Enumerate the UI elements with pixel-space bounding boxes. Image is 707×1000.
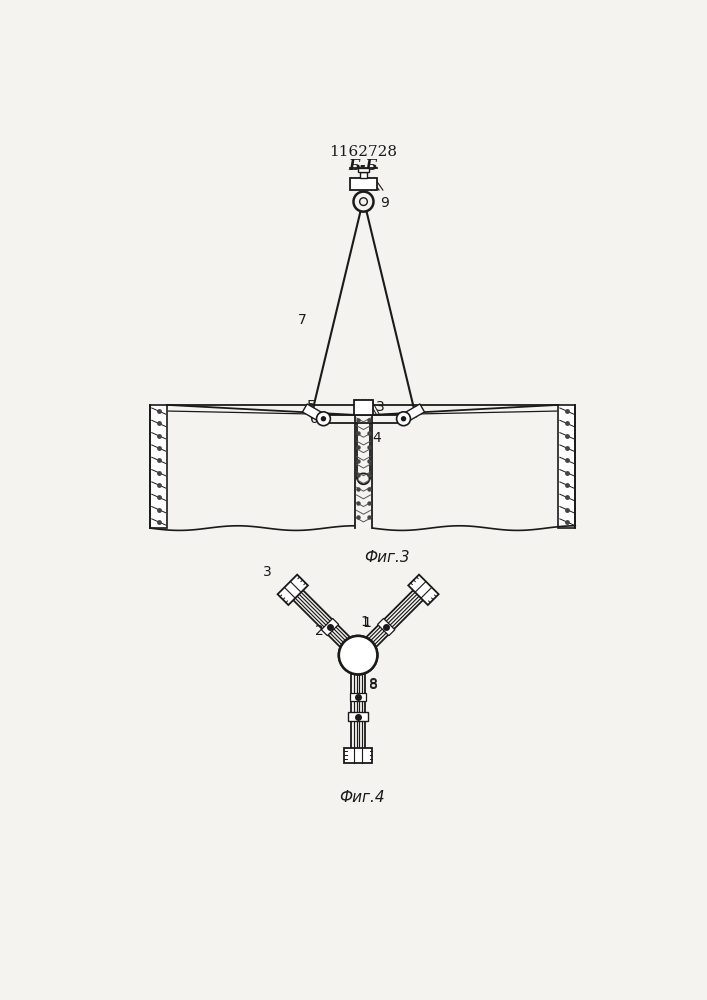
Text: 5: 5 <box>307 399 315 413</box>
Circle shape <box>317 412 330 426</box>
Text: Б-Б: Б-Б <box>349 158 378 172</box>
Polygon shape <box>322 618 339 636</box>
Bar <box>559 405 575 528</box>
Circle shape <box>401 416 407 421</box>
Bar <box>354 400 373 415</box>
Text: 8: 8 <box>369 677 378 691</box>
Bar <box>360 172 368 178</box>
Text: 8: 8 <box>369 678 378 692</box>
Text: 3: 3 <box>263 565 271 579</box>
Circle shape <box>354 192 373 212</box>
Circle shape <box>339 636 378 674</box>
Bar <box>358 168 369 172</box>
Circle shape <box>397 412 411 426</box>
Text: 1162728: 1162728 <box>329 145 397 159</box>
Bar <box>348 712 368 721</box>
Text: 1: 1 <box>361 615 369 629</box>
Circle shape <box>339 636 378 674</box>
Text: Фиг.3: Фиг.3 <box>364 550 409 565</box>
Text: 3: 3 <box>376 400 385 414</box>
Circle shape <box>360 198 368 205</box>
Polygon shape <box>303 404 326 423</box>
Text: 1: 1 <box>362 616 371 630</box>
Polygon shape <box>278 575 308 605</box>
Circle shape <box>321 416 326 421</box>
Text: 7: 7 <box>298 313 306 327</box>
Text: 9: 9 <box>380 196 390 210</box>
Text: 6: 6 <box>310 412 319 426</box>
Polygon shape <box>402 404 424 423</box>
Polygon shape <box>378 618 395 636</box>
Polygon shape <box>408 575 438 605</box>
Polygon shape <box>350 693 366 701</box>
Text: 2: 2 <box>315 624 324 638</box>
Bar <box>350 178 378 190</box>
Text: Фиг.4: Фиг.4 <box>339 790 385 805</box>
Text: 4: 4 <box>373 431 382 445</box>
Bar <box>150 405 167 528</box>
Polygon shape <box>344 748 372 763</box>
